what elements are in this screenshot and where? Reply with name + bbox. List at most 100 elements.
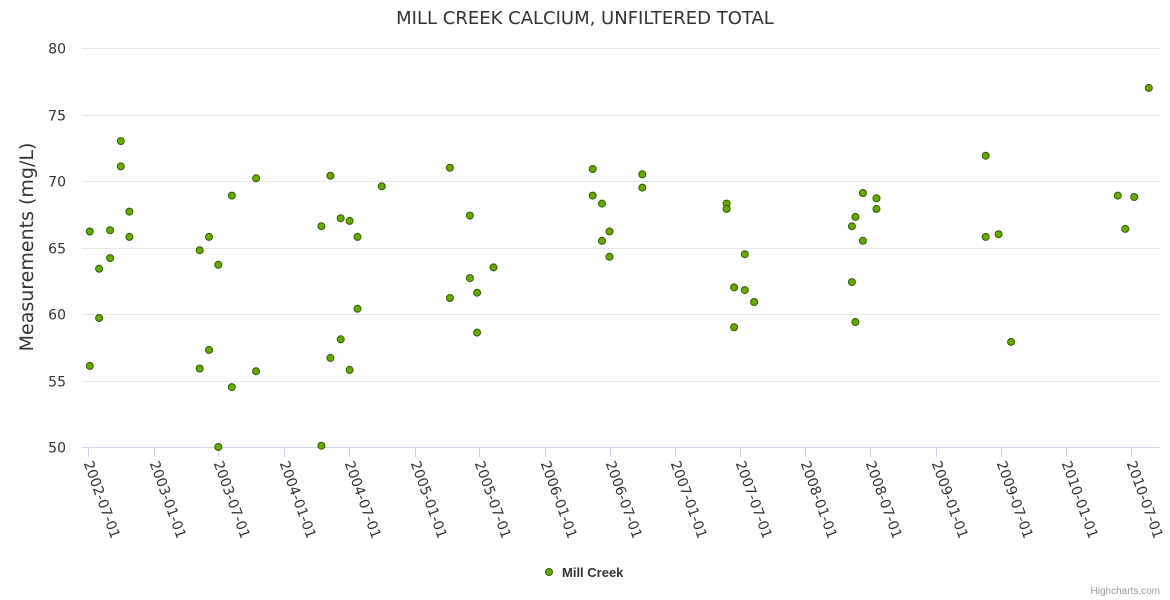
data-point[interactable] (994, 230, 1003, 239)
data-point[interactable] (588, 165, 597, 173)
x-tick-label: 2004-07-01 (341, 459, 384, 541)
y-tick-label: 50 (48, 441, 66, 457)
data-point[interactable] (377, 182, 386, 191)
data-point[interactable] (872, 194, 881, 203)
data-point[interactable] (205, 345, 213, 354)
data-point[interactable] (85, 361, 94, 370)
data-point[interactable] (598, 236, 606, 245)
legend-marker[interactable] (545, 568, 553, 576)
data-point[interactable] (106, 254, 115, 263)
data-point[interactable] (872, 204, 881, 213)
data-point[interactable] (740, 286, 749, 295)
data-point[interactable] (326, 171, 335, 180)
data-point[interactable] (858, 189, 867, 197)
data-point[interactable] (353, 304, 362, 313)
x-tick-label: 2003-07-01 (210, 459, 253, 541)
x-tick-label: 2007-07-01 (732, 459, 775, 541)
data-point[interactable] (345, 365, 354, 374)
data-point[interactable] (598, 199, 606, 208)
data-point[interactable] (116, 162, 125, 171)
data-point[interactable] (638, 170, 647, 179)
data-point[interactable] (195, 364, 204, 373)
data-point[interactable] (473, 328, 482, 337)
data-point[interactable] (106, 226, 115, 235)
gridlines (82, 48, 1160, 382)
data-point[interactable] (851, 212, 860, 221)
data-point[interactable] (125, 232, 134, 241)
data-point[interactable] (981, 151, 990, 160)
data-point[interactable] (252, 367, 261, 376)
data-point[interactable] (847, 222, 856, 231)
data-point[interactable] (326, 353, 335, 362)
legend[interactable]: Mill Creek (545, 565, 625, 580)
data-point[interactable] (473, 288, 482, 297)
x-axis: 2002-07-01 2003-01-01 2003-07-01 2004-01-01… (80, 447, 1166, 541)
data-point[interactable] (195, 246, 204, 255)
data-point[interactable] (116, 137, 125, 146)
data-point[interactable] (858, 236, 867, 245)
x-tick-label: 2006-01-01 (537, 459, 580, 541)
data-point[interactable] (336, 214, 345, 223)
legend-label-mill-creek[interactable]: Mill Creek (562, 565, 624, 580)
data-point[interactable] (317, 441, 326, 450)
x-tick-label: 2002-07-01 (80, 459, 123, 541)
data-point[interactable] (317, 222, 326, 231)
data-point[interactable] (353, 232, 362, 241)
data-point[interactable] (95, 264, 104, 273)
data-point[interactable] (336, 335, 345, 344)
x-tick-label: 2008-01-01 (797, 459, 840, 541)
x-tick-label: 2010-01-01 (1058, 459, 1101, 541)
x-tick-label: 2009-07-01 (993, 459, 1036, 541)
data-point[interactable] (214, 443, 223, 451)
x-tick-label: 2003-01-01 (146, 459, 189, 541)
data-point[interactable] (445, 294, 454, 302)
data-points (85, 83, 1153, 451)
data-point[interactable] (1113, 191, 1122, 200)
data-point[interactable] (227, 191, 236, 200)
data-point[interactable] (1121, 224, 1130, 233)
data-point[interactable] (445, 163, 454, 172)
data-point[interactable] (750, 298, 759, 306)
data-point[interactable] (722, 204, 731, 213)
data-point[interactable] (465, 211, 474, 220)
data-point[interactable] (847, 278, 856, 287)
chart-title: MILL CREEK CALCIUM, UNFILTERED TOTAL (396, 8, 774, 29)
data-point[interactable] (85, 227, 94, 236)
y-tick-label: 70 (48, 175, 66, 191)
data-point[interactable] (1144, 83, 1153, 92)
data-point[interactable] (730, 323, 739, 332)
y-axis-label: Measurements (mg/L) (16, 143, 38, 352)
x-tick-label: 2006-07-01 (602, 459, 645, 541)
x-tick-label: 2005-01-01 (407, 459, 450, 541)
data-point[interactable] (345, 216, 354, 225)
data-point[interactable] (465, 274, 474, 283)
data-point[interactable] (588, 191, 597, 200)
x-tick-label: 2008-07-01 (862, 459, 905, 541)
data-point[interactable] (214, 260, 223, 269)
data-point[interactable] (605, 252, 614, 261)
data-point[interactable] (605, 227, 614, 236)
data-point[interactable] (227, 383, 236, 392)
data-point[interactable] (205, 232, 213, 241)
data-point[interactable] (489, 263, 498, 272)
data-point[interactable] (981, 232, 990, 241)
data-point[interactable] (252, 174, 261, 183)
data-point[interactable] (1007, 337, 1016, 346)
data-point[interactable] (730, 283, 739, 292)
data-point[interactable] (851, 318, 860, 326)
data-point[interactable] (638, 183, 647, 192)
x-tick-label: 2009-01-01 (928, 459, 971, 541)
data-point[interactable] (125, 207, 134, 216)
x-tick-label: 2010-07-01 (1123, 459, 1166, 541)
credits-link[interactable]: Highcharts.com (1091, 586, 1160, 597)
data-point[interactable] (95, 314, 104, 322)
y-axis: 50 55 60 65 70 75 80 (48, 42, 66, 457)
data-point[interactable] (740, 250, 749, 259)
y-tick-label: 65 (48, 242, 66, 258)
data-point[interactable] (1130, 193, 1139, 201)
y-tick-label: 80 (48, 42, 66, 58)
y-tick-label: 55 (48, 375, 66, 391)
y-tick-label: 75 (48, 109, 66, 125)
